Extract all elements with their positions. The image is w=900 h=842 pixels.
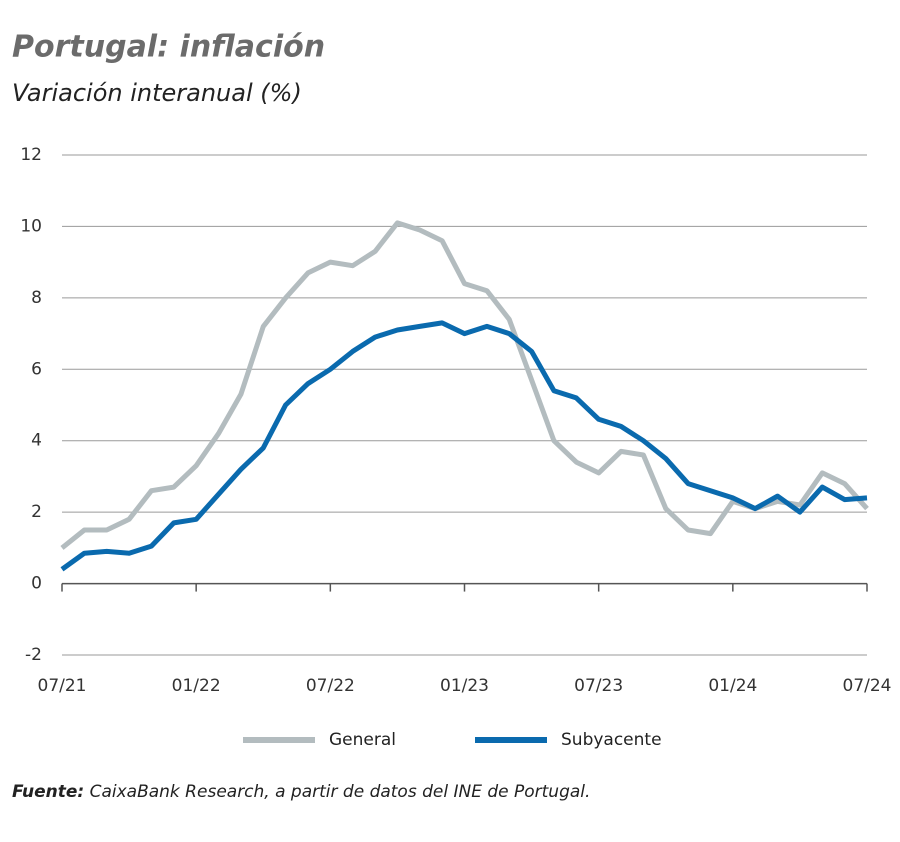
y-tick-label: 8 — [31, 288, 42, 308]
source-text: CaixaBank Research, a partir de datos de… — [90, 782, 591, 802]
source: Fuente: CaixaBank Research, a partir de … — [12, 782, 590, 802]
x-tick-label: 01/22 — [172, 676, 221, 696]
y-tick-label: 2 — [31, 502, 42, 522]
chart-title: Portugal: inflación — [12, 30, 325, 65]
y-tick-label: 12 — [20, 145, 42, 165]
y-tick-label: 6 — [31, 359, 42, 379]
line-series — [60, 320, 868, 572]
source-label: Fuente: — [12, 782, 84, 802]
legend-label: General — [329, 730, 396, 750]
x-tick-label: 07/21 — [38, 676, 87, 696]
line-series — [60, 220, 869, 550]
y-tick-label: -2 — [25, 645, 42, 665]
x-tick-label: 07/22 — [306, 676, 355, 696]
x-tick-label: 07/24 — [843, 676, 892, 696]
chart-subtitle: Variación interanual (%) — [12, 79, 302, 107]
y-tick-label: 4 — [31, 431, 42, 451]
x-tick-label: 07/23 — [574, 676, 623, 696]
x-tick-label: 01/24 — [708, 676, 757, 696]
y-tick-label: 0 — [31, 574, 42, 594]
legend-label: Subyacente — [561, 730, 662, 750]
y-tick-label: 10 — [20, 216, 42, 236]
x-tick-label: 01/23 — [440, 676, 489, 696]
